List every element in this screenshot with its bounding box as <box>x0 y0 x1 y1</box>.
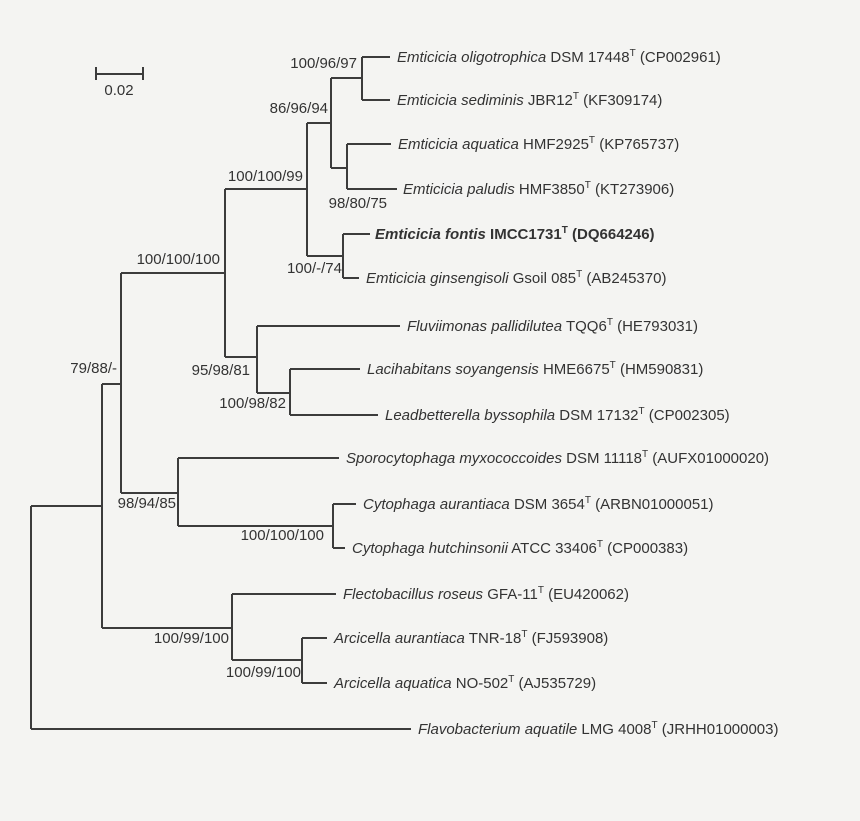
bootstrap-value-label: 100/-/74 <box>287 260 342 277</box>
taxon-label: Emticicia fontis IMCC1731T (DQ664246) <box>375 225 655 243</box>
taxon-label: Arcicella aurantiaca TNR-18T (FJ593908) <box>333 629 608 647</box>
taxon-label: Emticicia oligotrophica DSM 17448T (CP00… <box>397 48 721 66</box>
taxon-label: Cytophaga hutchinsonii ATCC 33406T (CP00… <box>352 539 688 557</box>
bootstrap-value-label: 100/100/100 <box>241 527 324 544</box>
bootstrap-value-label: 100/99/100 <box>226 664 301 681</box>
taxon-label: Arcicella aquatica NO-502T (AJ535729) <box>333 674 596 692</box>
taxon-label: Emticicia paludis HMF3850T (KT273906) <box>403 180 674 198</box>
taxon-label: Sporocytophaga myxococcoides DSM 11118T … <box>346 449 769 467</box>
bootstrap-value-label: 98/94/85 <box>118 495 176 512</box>
taxon-label: Emticicia aquatica HMF2925T (KP765737) <box>398 135 679 153</box>
taxon-label: Fluviimonas pallidilutea TQQ6T (HE793031… <box>407 317 698 335</box>
bootstrap-value-label: 86/96/94 <box>270 100 328 117</box>
bootstrap-value-label: 100/100/100 <box>137 251 220 268</box>
bootstrap-value-label: 100/100/99 <box>228 168 303 185</box>
bootstrap-value-label: 100/99/100 <box>154 630 229 647</box>
bootstrap-value-label: 100/98/82 <box>219 395 286 412</box>
bootstrap-value-label: 95/98/81 <box>192 362 250 379</box>
bootstrap-value-label: 100/96/97 <box>290 55 357 72</box>
bootstrap-value-label: 79/88/- <box>70 360 117 377</box>
taxon-label: Cytophaga aurantiaca DSM 3654T (ARBN0100… <box>363 495 714 513</box>
taxon-label: Flavobacterium aquatile LMG 4008T (JRHH0… <box>418 720 779 738</box>
taxon-label: Emticicia ginsengisoli Gsoil 085T (AB245… <box>366 269 666 287</box>
scale-bar-label: 0.02 <box>104 82 133 99</box>
taxon-label: Emticicia sediminis JBR12T (KF309174) <box>397 91 662 109</box>
bootstrap-value-label: 98/80/75 <box>329 195 387 212</box>
taxon-label: Lacihabitans soyangensis HME6675T (HM590… <box>367 360 703 378</box>
taxon-label: Flectobacillus roseus GFA-11T (EU420062) <box>343 585 629 603</box>
taxon-label: Leadbetterella byssophila DSM 17132T (CP… <box>385 406 730 424</box>
